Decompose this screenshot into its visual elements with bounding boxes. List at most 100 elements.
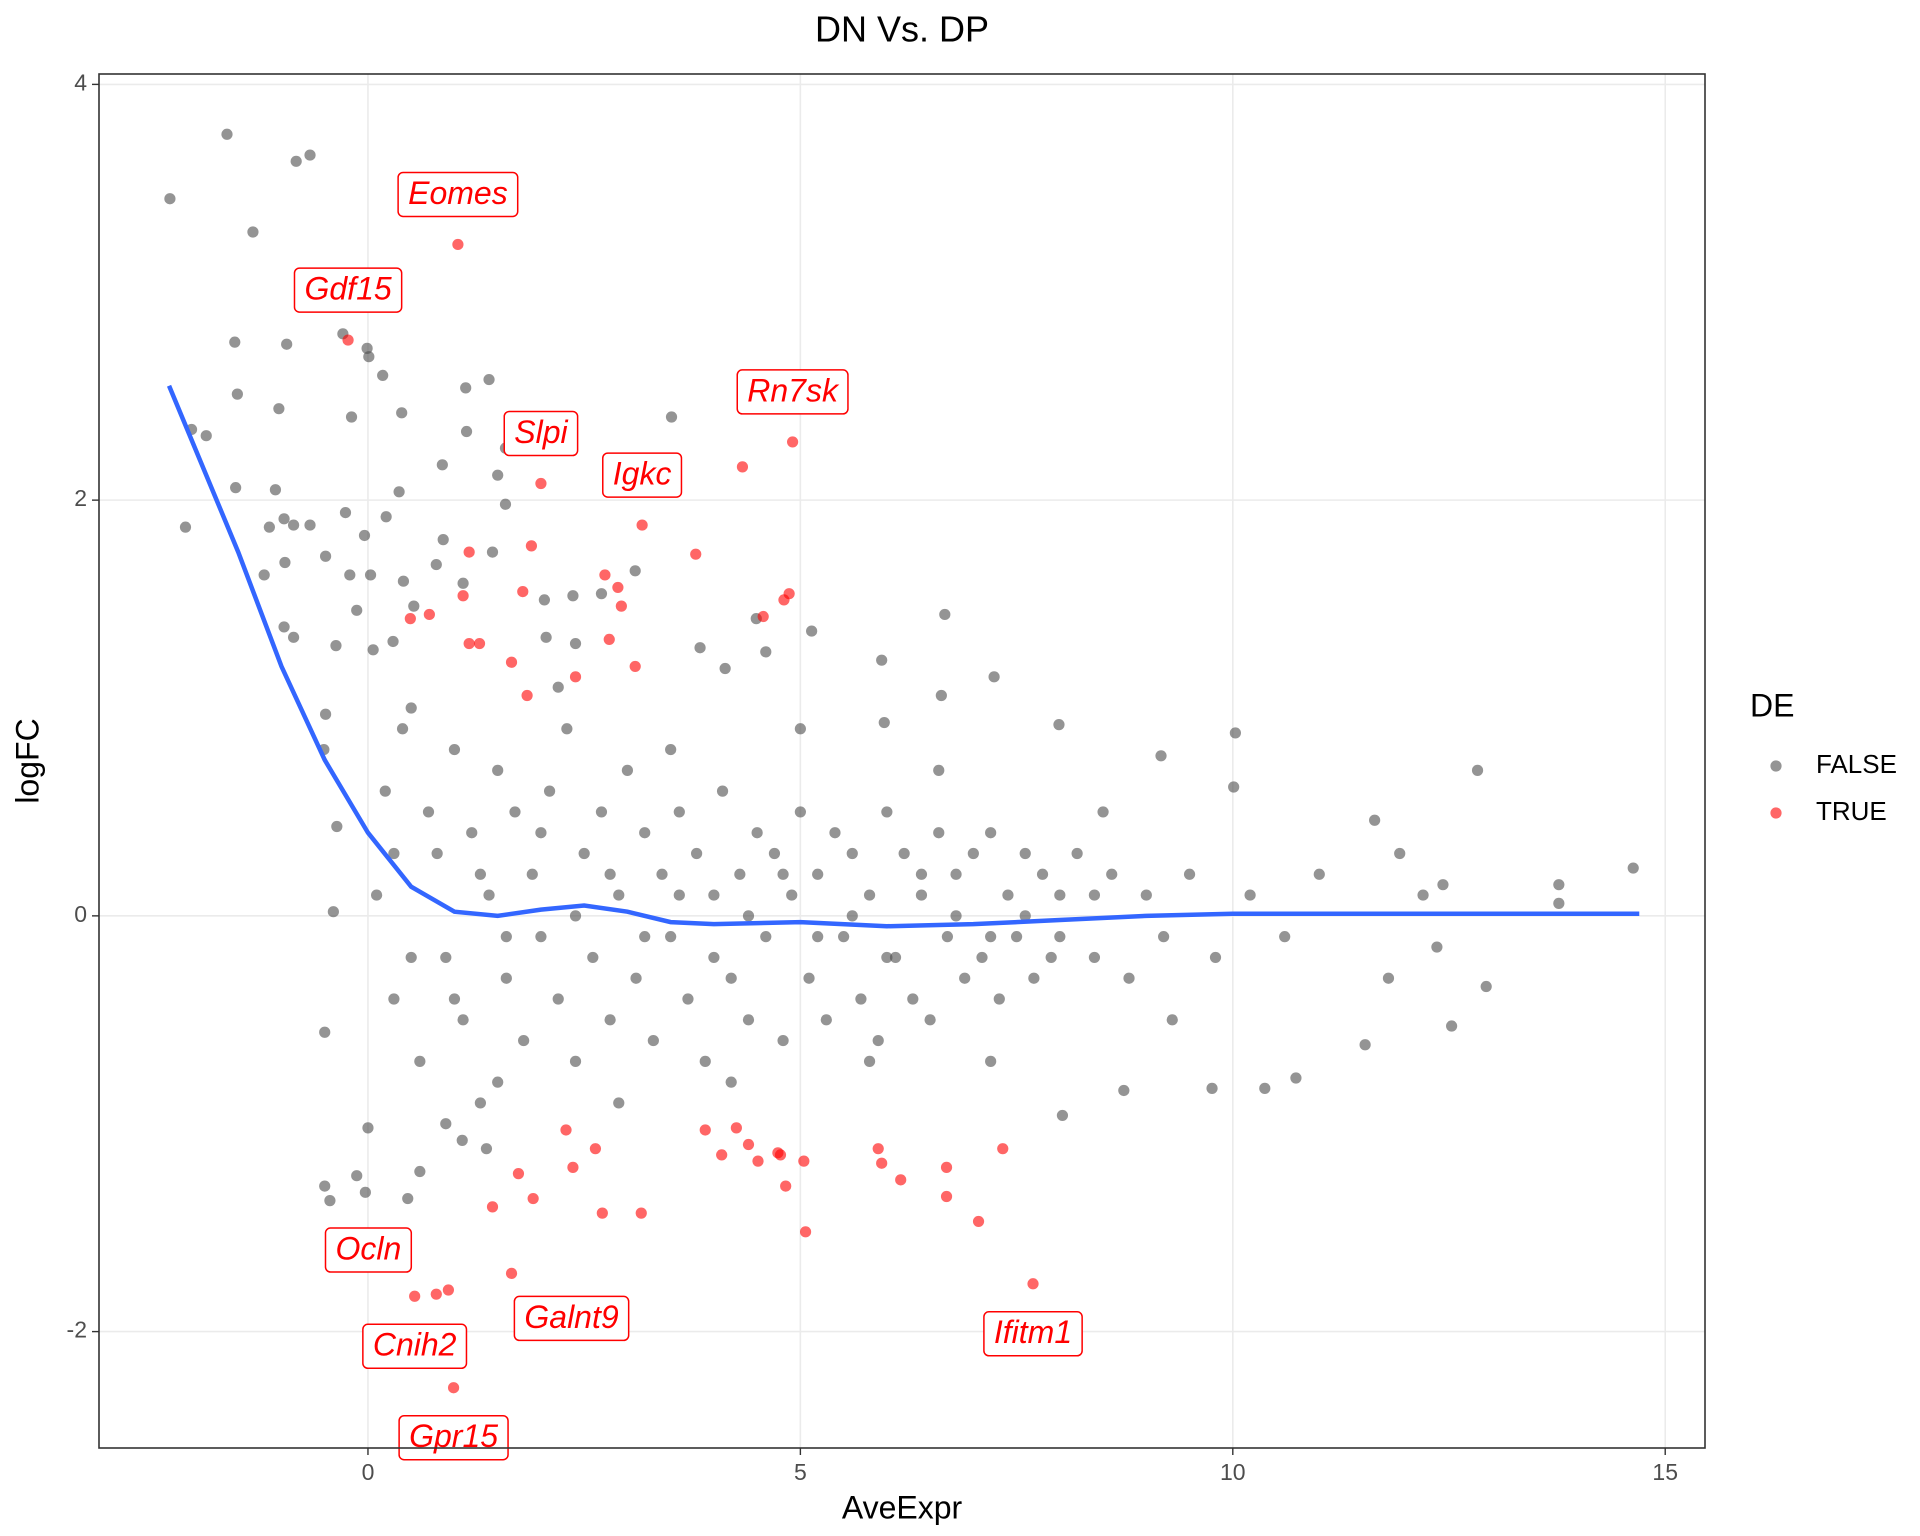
point-label: Cnih2 (373, 1327, 457, 1363)
point (838, 931, 850, 943)
point (752, 1155, 764, 1167)
point (229, 336, 241, 348)
point (552, 681, 564, 693)
point (457, 590, 469, 602)
point-label: Ifitm1 (994, 1314, 1072, 1350)
point (457, 577, 469, 589)
point (1228, 781, 1240, 793)
point (396, 723, 409, 735)
y-tick-label: 2 (74, 485, 87, 511)
point (440, 1118, 452, 1130)
x-tick-label: 5 (794, 1459, 807, 1485)
point (855, 993, 867, 1005)
point (414, 1055, 426, 1067)
point (430, 558, 442, 571)
point (757, 610, 769, 623)
point (863, 889, 876, 901)
point (924, 1014, 936, 1026)
y-tick-label: 4 (74, 69, 87, 95)
point (1097, 806, 1109, 818)
point (499, 498, 512, 510)
point (396, 407, 408, 419)
point (603, 633, 615, 645)
plot-area (164, 128, 1640, 1394)
point (278, 621, 290, 633)
point (509, 806, 521, 818)
point (344, 569, 356, 581)
point (535, 931, 547, 943)
panel-border (98, 73, 1706, 1449)
point (881, 806, 893, 818)
point (543, 785, 556, 797)
point (466, 827, 478, 839)
point (361, 342, 373, 354)
point (1054, 889, 1066, 901)
point (358, 529, 371, 542)
point (1088, 951, 1101, 964)
point (200, 430, 212, 442)
point (985, 1055, 997, 1067)
point (665, 411, 678, 423)
point (997, 1143, 1009, 1155)
point (1259, 1082, 1271, 1094)
point (304, 519, 316, 531)
point (933, 827, 945, 839)
point (561, 723, 573, 735)
point (540, 631, 552, 643)
point (1471, 764, 1484, 776)
point (881, 951, 893, 964)
point (950, 910, 962, 922)
label-box (602, 452, 683, 498)
point (872, 1143, 884, 1155)
point (1553, 879, 1565, 891)
point (525, 540, 538, 552)
point (269, 484, 282, 496)
point (442, 1284, 454, 1296)
point (959, 972, 971, 984)
x-tick-label: 10 (1220, 1459, 1246, 1485)
point (673, 806, 685, 818)
point (247, 226, 259, 238)
point (760, 931, 772, 943)
point (915, 889, 928, 901)
point (778, 594, 790, 606)
x-tick-label: 15 (1652, 1459, 1678, 1485)
point (799, 1226, 812, 1238)
point (1480, 980, 1492, 993)
point (263, 521, 275, 533)
label-box (736, 369, 849, 415)
point (639, 827, 651, 839)
point (230, 482, 242, 494)
point (596, 1207, 608, 1219)
point (486, 1201, 499, 1213)
point (500, 972, 512, 984)
point (985, 827, 997, 839)
point (694, 642, 706, 654)
point (665, 743, 677, 756)
point (304, 149, 316, 161)
point (460, 382, 472, 394)
point (794, 723, 806, 735)
point (967, 847, 979, 860)
point (630, 972, 642, 984)
point (1209, 951, 1222, 964)
legend-label: TRUE (1816, 796, 1887, 826)
point (448, 743, 461, 756)
point-label: Ocln (335, 1230, 401, 1266)
point (345, 411, 358, 423)
point (319, 1026, 331, 1038)
point (639, 931, 651, 943)
point (287, 631, 300, 643)
point (388, 847, 400, 860)
point (976, 951, 988, 964)
point (483, 889, 495, 901)
legend-key (1770, 760, 1782, 772)
point (1394, 847, 1406, 860)
point (231, 388, 243, 400)
point (812, 868, 824, 880)
point (940, 1161, 953, 1173)
point (273, 403, 285, 415)
point (569, 671, 582, 683)
point (812, 931, 824, 943)
